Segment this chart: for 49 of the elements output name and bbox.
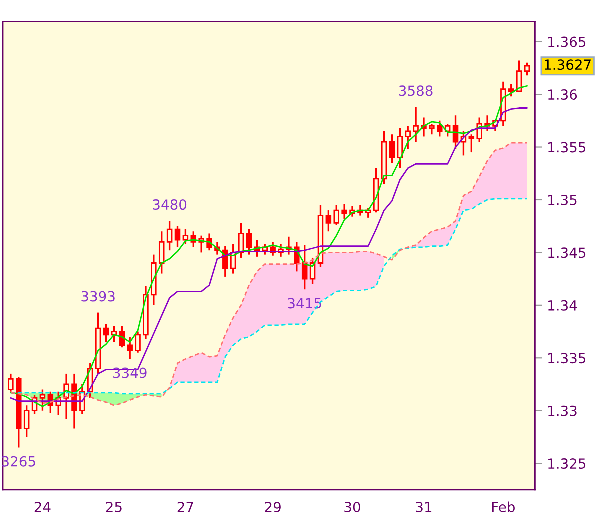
candlestick: [166, 220, 173, 252]
candlestick: [334, 204, 340, 226]
candlestick: [302, 244, 308, 290]
candlestick: [468, 134, 475, 154]
y-tick-label: 1.325: [548, 458, 586, 470]
candlestick: [40, 388, 46, 412]
candlestick: [389, 134, 396, 164]
candlestick: [135, 330, 141, 354]
y-tick-label: 1.35: [548, 194, 577, 206]
candlestick: [516, 60, 522, 94]
candlestick: [222, 246, 228, 278]
candlestick: [326, 210, 332, 232]
y-tick-label: 1.355: [548, 142, 586, 153]
y-tick-label: 1.345: [548, 248, 586, 258]
x-tick-label: 24: [34, 502, 51, 512]
candlestick: [366, 208, 372, 219]
candlestick: [246, 228, 252, 256]
annotation: 3588: [399, 86, 433, 96]
candlestick: [397, 127, 404, 170]
annotation: 3480: [153, 200, 187, 210]
candlestick: [103, 324, 110, 344]
x-tick-label: 27: [178, 502, 194, 512]
y-tick-label: 1.365: [548, 36, 586, 48]
x-tick-label: Feb: [492, 502, 515, 512]
x-tick-label: 25: [106, 502, 122, 512]
candlestick: [437, 120, 443, 138]
candlestick: [24, 404, 30, 438]
candlestick: [182, 228, 189, 246]
candlestick: [429, 123, 435, 136]
x-tick-label: 31: [416, 502, 432, 512]
candlestick: [413, 106, 419, 143]
text: 1.3627: [545, 60, 591, 70]
annotation: 3349: [113, 368, 147, 378]
y-tick-label: 1.335: [548, 353, 586, 364]
candlestick: [342, 203, 348, 220]
y-tick-label: 1.36: [548, 90, 578, 100]
candlestick: [524, 62, 530, 76]
y-tick-label: 1.33: [548, 406, 577, 416]
x-tick-label: 30: [344, 502, 360, 512]
annotation: 3415: [288, 298, 322, 309]
candlestick: [127, 336, 133, 360]
y-tick-label: 1.34: [548, 300, 578, 311]
candlestick: [405, 125, 411, 150]
x-tick-label: 29: [265, 502, 281, 512]
candlestick: [508, 83, 514, 98]
candlestick: [8, 373, 14, 393]
candlestick: [158, 230, 165, 275]
candlestick: [174, 226, 181, 248]
annotation: 3393: [82, 291, 115, 302]
